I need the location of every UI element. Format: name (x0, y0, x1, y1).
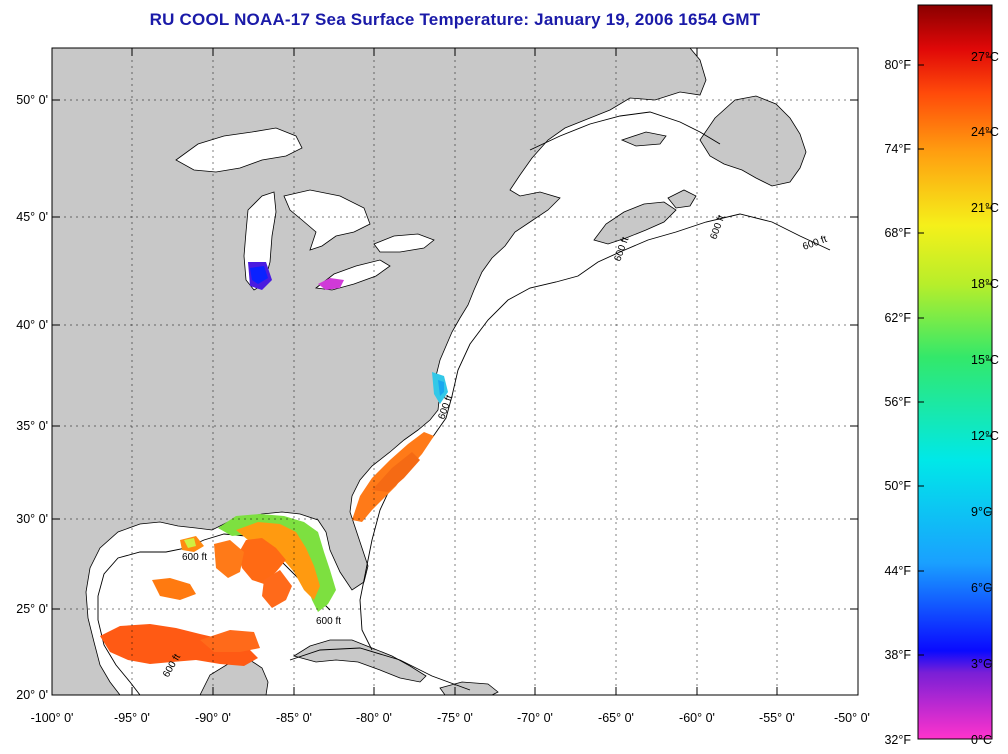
map-title: RU COOL NOAA-17 Sea Surface Temperature:… (149, 10, 761, 29)
fahrenheit-label: 38°F (884, 648, 911, 662)
celsius-label: 21°C (971, 201, 999, 215)
lon-label: -65° 0' (598, 711, 634, 725)
lat-label: 30° 0' (16, 512, 48, 526)
lake-ontario (373, 233, 435, 253)
lon-label: -100° 0' (31, 711, 74, 725)
lon-label: -90° 0' (195, 711, 231, 725)
lat-label: 20° 0' (16, 688, 48, 702)
fahrenheit-label: 74°F (884, 142, 911, 156)
celsius-label: 6°C (971, 581, 992, 595)
lon-label: -70° 0' (517, 711, 553, 725)
fahrenheit-label: 80°F (884, 58, 911, 72)
lon-label: -60° 0' (679, 711, 715, 725)
temperature-colorbar (917, 4, 993, 740)
fahrenheit-label: 32°F (884, 733, 911, 747)
fahrenheit-label: 68°F (884, 226, 911, 240)
anticosti-land (620, 131, 667, 147)
lon-label: -50° 0' (834, 711, 870, 725)
isobath-600ft-shelf (529, 111, 721, 151)
celsius-label: 9°C (971, 505, 992, 519)
longitude-axis: -100° 0' -95° 0' -90° 0' -85° 0' -80° 0'… (31, 711, 870, 725)
lon-label: -55° 0' (759, 711, 795, 725)
cape-breton-land (667, 189, 697, 209)
fahrenheit-scale: 80°F 74°F 68°F 62°F 56°F 50°F 44°F 38°F … (884, 58, 911, 747)
contour-label: 600 ft (316, 616, 341, 627)
latitude-axis: 50° 0' 45° 0' 40° 0' 35° 0' 30° 0' 25° 0… (16, 93, 48, 702)
contour-label: 600 ft (182, 552, 207, 563)
celsius-label: 18°C (971, 277, 999, 291)
lon-label: -75° 0' (437, 711, 473, 725)
newfoundland-land (699, 95, 807, 187)
axis-ticks (52, 48, 858, 695)
celsius-label: 15°C (971, 353, 999, 367)
lon-label: -85° 0' (276, 711, 312, 725)
fahrenheit-label: 44°F (884, 564, 911, 578)
fahrenheit-label: 56°F (884, 395, 911, 409)
lake-huron (283, 189, 371, 251)
lon-label: -95° 0' (114, 711, 150, 725)
fahrenheit-label: 50°F (884, 479, 911, 493)
lake-superior (175, 127, 303, 173)
graticule (52, 48, 858, 695)
cuba-land (293, 639, 427, 683)
colorbar-ticks (918, 56, 992, 665)
lat-label: 40° 0' (16, 318, 48, 332)
celsius-label: 12°C (971, 429, 999, 443)
lon-label: -80° 0' (356, 711, 392, 725)
lat-label: 25° 0' (16, 602, 48, 616)
celsius-label: 0°C (971, 733, 992, 747)
celsius-label: 3°C (971, 657, 992, 671)
celsius-scale: 27°C 24°C 21°C 18°C 15°C 12°C 9°C 6°C 3°… (971, 50, 999, 747)
north-america-land (52, 48, 707, 695)
lat-label: 35° 0' (16, 419, 48, 433)
celsius-label: 24°C (971, 125, 999, 139)
fahrenheit-label: 62°F (884, 311, 911, 325)
nova-scotia-land (593, 201, 677, 245)
celsius-label: 27°C (971, 50, 999, 64)
lat-label: 45° 0' (16, 210, 48, 224)
sst-data-layer (100, 262, 448, 666)
lat-label: 50° 0' (16, 93, 48, 107)
isobath-600ft-atlantic (359, 213, 831, 651)
isobath-600ft-cuba (289, 647, 471, 691)
